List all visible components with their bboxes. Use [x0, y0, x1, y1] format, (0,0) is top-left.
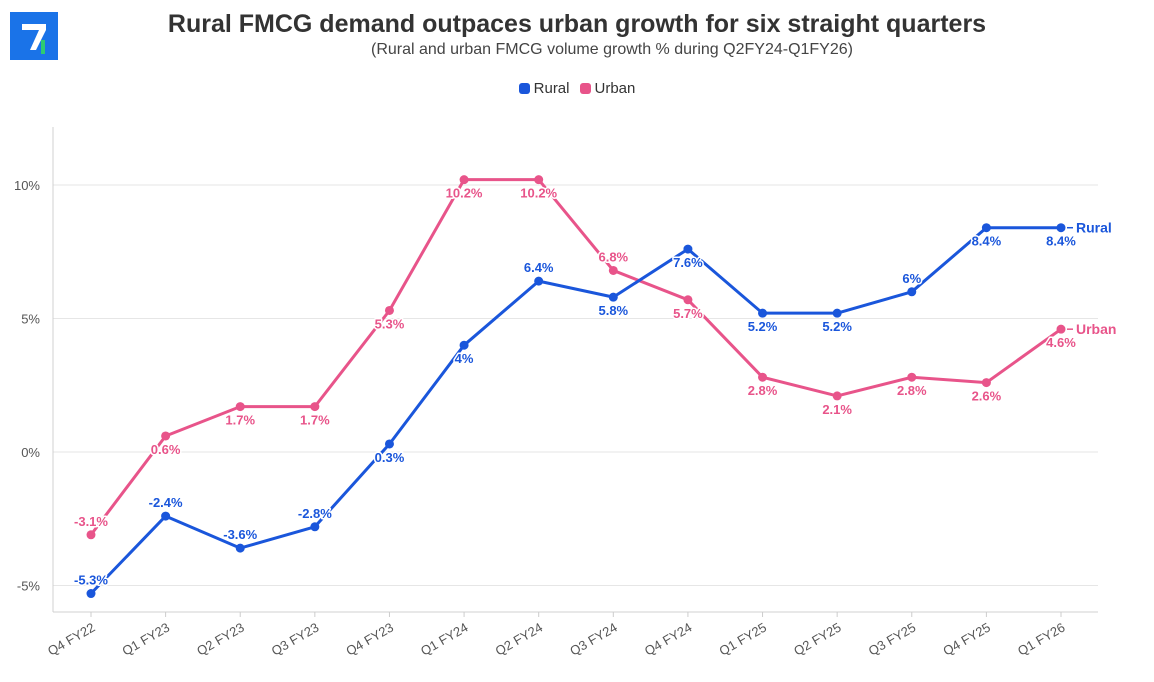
- data-point-urban[interactable]: [608, 265, 618, 275]
- y-tick-label: -5%: [17, 579, 41, 594]
- x-tick-label: Q3 FY25: [866, 620, 919, 659]
- legend-label-urban: Urban: [594, 80, 636, 97]
- series-line-rural: [89, 226, 1063, 596]
- data-label-urban: 1.7%: [225, 413, 255, 428]
- data-label-rural: 8.4%: [972, 234, 1002, 249]
- data-point-urban[interactable]: [161, 431, 171, 441]
- x-tick-label: Q1 FY26: [1015, 620, 1068, 659]
- y-axis: -5% 0% 5% 10%: [14, 127, 54, 612]
- data-point-rural[interactable]: [758, 308, 768, 318]
- data-label-rural: 6%: [902, 271, 921, 286]
- data-point-urban[interactable]: [86, 530, 96, 540]
- data-point-rural[interactable]: [384, 439, 394, 449]
- data-point-urban[interactable]: [235, 402, 245, 412]
- data-label-rural: 4%: [455, 351, 474, 366]
- chart-subtitle: (Rural and urban FMCG volume growth % du…: [371, 41, 853, 58]
- x-tick-label: Q4 FY23: [343, 620, 396, 659]
- data-label-rural: 0.3%: [375, 450, 405, 465]
- data-label-urban: 2.8%: [748, 383, 778, 398]
- x-tick-label: Q2 FY24: [493, 620, 546, 659]
- data-point-urban[interactable]: [758, 372, 768, 382]
- data-point-rural[interactable]: [608, 292, 618, 302]
- x-tick-label: Q2 FY25: [791, 620, 844, 659]
- data-label-urban: 2.1%: [822, 402, 852, 417]
- data-point-rural[interactable]: [235, 543, 245, 553]
- data-point-rural[interactable]: [981, 223, 991, 233]
- x-tick-label: Q3 FY24: [567, 620, 620, 659]
- data-label-rural: -5.3%: [74, 573, 108, 588]
- data-label-urban: 1.7%: [300, 413, 330, 428]
- data-point-urban[interactable]: [907, 372, 917, 382]
- data-point-urban[interactable]: [832, 391, 842, 401]
- y-tick-label: 0%: [21, 445, 40, 460]
- data-point-rural[interactable]: [86, 589, 96, 599]
- data-point-urban[interactable]: [384, 305, 394, 315]
- data-label-urban: 10.2%: [520, 186, 557, 201]
- data-label-urban: 6.8%: [598, 249, 628, 264]
- x-tick-label: Q3 FY23: [269, 620, 322, 659]
- data-label-urban: 5.7%: [673, 306, 703, 321]
- data-label-rural: -2.4%: [149, 495, 183, 510]
- series-line-urban: [89, 178, 1063, 537]
- data-point-urban[interactable]: [310, 402, 320, 412]
- x-tick-label: Q4 FY24: [642, 620, 695, 659]
- y-tick-label: 5%: [21, 312, 40, 327]
- x-tick-label: Q4 FY22: [45, 620, 98, 659]
- grid-lines: [53, 184, 1098, 586]
- x-axis: Q4 FY22 Q1 FY23 Q2 FY23 Q3 FY23 Q4 FY23 Q1 FY…: [45, 611, 1098, 659]
- data-point-urban[interactable]: [459, 175, 469, 185]
- data-label-rural: 5.8%: [598, 303, 628, 318]
- series-urban: -3.1% 0.6% 1.7% 1.7% 5.3% 10.2% 10.2% 6.8% 5.7% 2…: [73, 175, 1116, 540]
- x-tick-label: Q2 FY23: [194, 620, 247, 659]
- data-point-rural[interactable]: [683, 244, 693, 254]
- data-point-urban[interactable]: [1056, 324, 1066, 334]
- data-point-rural[interactable]: [161, 511, 171, 521]
- x-tick-label: Q4 FY25: [940, 620, 993, 659]
- data-label-rural: 5.2%: [748, 319, 778, 334]
- legend-label-rural: Rural: [533, 80, 570, 97]
- y-tick-label: 10%: [14, 178, 40, 193]
- end-label-urban: Urban: [1076, 321, 1116, 337]
- legend-item-urban[interactable]: Urban: [579, 80, 636, 97]
- data-label-urban: 4.6%: [1046, 335, 1076, 350]
- legend-swatch-rural: [518, 83, 530, 94]
- data-point-rural[interactable]: [907, 287, 917, 297]
- data-point-urban[interactable]: [683, 295, 693, 305]
- data-label-rural: 8.4%: [1046, 234, 1076, 249]
- x-tick-label: Q1 FY24: [418, 620, 471, 659]
- data-label-rural: 6.4%: [524, 260, 554, 275]
- data-point-rural[interactable]: [534, 276, 544, 286]
- data-label-urban: 10.2%: [446, 186, 483, 201]
- chart-title: Rural FMCG demand outpaces urban growth …: [167, 10, 987, 38]
- data-label-urban: 2.8%: [897, 383, 927, 398]
- data-label-urban: -3.1%: [74, 514, 108, 529]
- brand-logo: [10, 12, 58, 60]
- x-tick-label: Q1 FY25: [716, 620, 769, 659]
- data-point-urban[interactable]: [534, 175, 544, 185]
- logo-icon: [10, 12, 58, 60]
- data-label-rural: -3.6%: [223, 527, 257, 542]
- data-point-rural[interactable]: [832, 308, 842, 318]
- data-label-urban: 5.3%: [375, 316, 405, 331]
- data-label-rural: 5.2%: [822, 319, 852, 334]
- data-label-rural: 7.6%: [673, 255, 703, 270]
- x-tick-label: Q1 FY23: [120, 620, 173, 659]
- data-point-urban[interactable]: [981, 378, 991, 388]
- end-label-rural: Rural: [1076, 220, 1112, 236]
- data-point-rural[interactable]: [459, 340, 469, 350]
- legend-swatch-urban: [579, 83, 591, 94]
- data-point-rural[interactable]: [1056, 223, 1066, 233]
- series-group: -3.1% 0.6% 1.7% 1.7% 5.3% 10.2% 10.2% 6.8% 5.7% 2…: [73, 175, 1116, 599]
- data-point-rural[interactable]: [310, 522, 320, 532]
- data-label-urban: 0.6%: [151, 442, 181, 457]
- legend-item-rural[interactable]: Rural: [518, 80, 570, 97]
- data-label-rural: -2.8%: [298, 506, 332, 521]
- series-rural: -5.3% -2.4% -3.6% -2.8% 0.3% 4% 6.4% 5.8% 7.6% 5.…: [73, 220, 1112, 599]
- data-label-urban: 2.6%: [972, 389, 1002, 404]
- legend: Rural Urban: [0, 80, 1154, 97]
